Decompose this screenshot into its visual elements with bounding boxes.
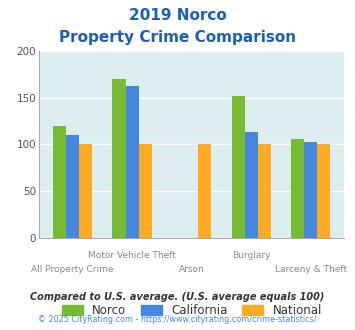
Bar (317, 145, 331, 238)
Legend: Norco, California, National: Norco, California, National (57, 299, 327, 322)
Text: Burglary: Burglary (232, 251, 271, 260)
Text: 2019 Norco: 2019 Norco (129, 8, 226, 23)
Text: Arson: Arson (179, 265, 204, 274)
Text: © 2025 CityRating.com - https://www.cityrating.com/crime-statistics/: © 2025 CityRating.com - https://www.city… (38, 315, 317, 324)
Text: Motor Vehicle Theft: Motor Vehicle Theft (88, 251, 176, 260)
Bar (79, 145, 92, 238)
Bar (258, 145, 271, 238)
Bar (66, 135, 79, 238)
Bar (113, 79, 126, 238)
Bar (291, 139, 304, 238)
Text: All Property Crime: All Property Crime (31, 265, 114, 274)
Text: Compared to U.S. average. (U.S. average equals 100): Compared to U.S. average. (U.S. average … (30, 292, 325, 302)
Bar (53, 126, 66, 238)
Text: Larceny & Theft: Larceny & Theft (275, 265, 347, 274)
Bar (139, 145, 152, 238)
Bar (126, 86, 139, 238)
Bar (231, 96, 245, 238)
Bar (198, 145, 211, 238)
Bar (304, 142, 317, 238)
Text: Property Crime Comparison: Property Crime Comparison (59, 30, 296, 45)
Bar (245, 132, 258, 238)
